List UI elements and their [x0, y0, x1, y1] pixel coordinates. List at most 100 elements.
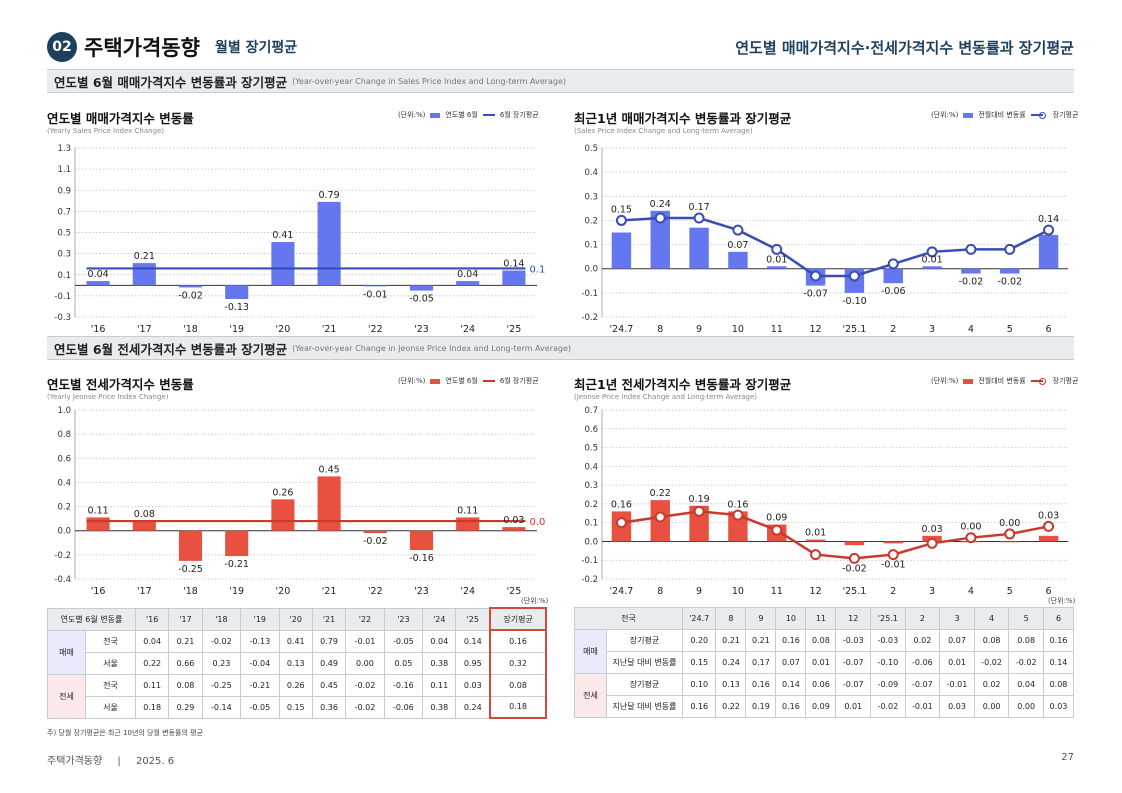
data-label: 0.03 — [503, 515, 524, 526]
x-tick-label: '24.7 — [610, 586, 634, 597]
table-row: 서울 0.18 0.29 -0.14 -0.05 0.15 0.36 -0.02 -0.06 0.… — [48, 695, 547, 719]
table-header-cell: 전국 — [574, 607, 683, 630]
chart-yearly-sales: -0.3 -0.1 0.1 0.3 0.5 0.7 0.9 1.1 1.3 0.16 0.04 0.2… — [54, 144, 545, 335]
chart-subtitle: (Yearly Jeonse Price Index Change) — [47, 393, 169, 401]
data-label: 0.09 — [766, 513, 787, 524]
data-label: 0.26 — [272, 487, 293, 498]
average-point — [1043, 520, 1055, 532]
table-header-cell: 장기평균 — [489, 607, 547, 631]
table-header-cell: 12 — [835, 607, 872, 630]
x-tick-label: 8 — [657, 586, 663, 597]
x-tick-label: '23 — [414, 586, 429, 597]
y-tick-label: 0.4 — [57, 478, 71, 488]
y-tick-label: 0.8 — [57, 430, 71, 440]
data-label: 0.11 — [457, 505, 478, 516]
x-tick-label: 11 — [771, 324, 783, 335]
table-cell: 0.21 — [745, 629, 777, 652]
average-point — [654, 212, 666, 224]
table-row-label: 전국 — [85, 629, 136, 653]
legend-unit: (단위:%) — [931, 111, 959, 119]
bar — [363, 285, 387, 287]
table-row: 서울 0.22 0.66 0.23 -0.04 0.13 0.49 0.00 0.05 0.38 0… — [48, 651, 547, 675]
x-tick-label: '18 — [183, 324, 198, 335]
table-row: 매매 전국 0.04 0.21 -0.02 -0.13 0.41 0.79 -0.01 -0.05… — [47, 629, 547, 675]
table-cell: 0.49 — [311, 651, 347, 675]
table-header-cell: '24.7 — [681, 607, 717, 630]
average-point — [732, 224, 744, 236]
table-header-cell: '24 — [422, 607, 457, 631]
data-label: 0.16 — [727, 499, 748, 510]
table-cell: -0.02 — [1008, 651, 1044, 674]
table-cell: -0.07 — [904, 673, 941, 696]
table-cell: 0.04 — [422, 629, 457, 653]
y-tick-label: 0.6 — [584, 425, 598, 435]
data-label: 0.04 — [457, 269, 478, 280]
average-point — [654, 511, 666, 523]
x-tick-label: '19 — [229, 324, 244, 335]
bar — [178, 530, 203, 561]
table-cell: 0.08 — [168, 673, 203, 697]
table-cell: 0.03 — [1042, 695, 1075, 718]
section-number-badge: 02 — [47, 32, 77, 62]
x-tick-label: 9 — [696, 324, 702, 335]
data-label: -0.01 — [881, 560, 906, 571]
table-cell: -0.05 — [240, 695, 280, 719]
section-title-en: (Year-over-year Change in Jeonse Price I… — [292, 343, 572, 353]
table-cell: 0.23 — [201, 651, 242, 675]
y-tick-label: 1.3 — [57, 144, 71, 154]
table-header-cell: 11 — [805, 607, 837, 630]
table-cell: -0.21 — [240, 673, 280, 697]
legend-swatch — [963, 112, 974, 118]
table-cell: 0.00 — [1008, 695, 1044, 718]
average-point — [848, 552, 860, 564]
average-point — [615, 517, 627, 529]
data-label: 0.14 — [503, 259, 524, 270]
table-cell: 0.79 — [311, 629, 347, 653]
bar — [1000, 541, 1020, 543]
y-tick-label: 0.2 — [584, 216, 598, 226]
bar — [363, 530, 387, 534]
bar — [922, 266, 942, 269]
data-label: -0.02 — [178, 290, 203, 301]
table-cell: 0.02 — [973, 673, 1010, 696]
table-cell: -0.09 — [870, 673, 906, 696]
y-tick-label: 0.0 — [584, 265, 598, 275]
data-label: 0.41 — [272, 230, 293, 241]
average-series-line — [621, 510, 1049, 560]
table-cell: 0.38 — [422, 651, 457, 675]
table-cell: -0.02 — [201, 629, 242, 653]
average-point — [693, 505, 705, 517]
legend-label: 장기평균 — [1052, 377, 1079, 385]
x-tick-label: 12 — [810, 586, 822, 597]
bar — [409, 530, 434, 551]
bar — [1000, 268, 1020, 274]
table-cell: 0.22 — [715, 695, 747, 718]
chart-subtitle: (Sales Price Index Change and Long-term … — [574, 127, 753, 135]
legend-line — [482, 114, 495, 116]
bar — [456, 517, 480, 531]
y-tick-label: 1.0 — [57, 406, 71, 416]
x-tick-label: 8 — [657, 324, 663, 335]
average-series-line — [621, 216, 1050, 278]
x-tick-label: '16 — [91, 324, 106, 335]
data-label: 0.17 — [689, 202, 710, 213]
data-label: 0.01 — [766, 254, 787, 265]
chart-title: 최근1년 전세가격지수 변동률과 장기평균 — [574, 377, 792, 392]
average-label: 0.08 — [529, 517, 545, 528]
table-cell: 0.11 — [134, 673, 170, 697]
average-point — [615, 214, 627, 226]
x-tick-label: 5 — [1007, 324, 1013, 335]
y-tick-label: 0.5 — [584, 144, 598, 154]
x-tick-label: '22 — [368, 586, 383, 597]
bar — [502, 527, 526, 531]
x-tick-label: '25 — [507, 324, 522, 335]
bar — [961, 268, 981, 274]
data-label: 0.03 — [922, 524, 943, 535]
table-cell: -0.02 — [345, 673, 385, 697]
bar — [728, 251, 748, 269]
table-cell: 0.16 — [681, 695, 717, 718]
average-label: 0.16 — [529, 264, 545, 275]
legend-unit: (단위:%) — [398, 377, 426, 385]
y-tick-label: 0.5 — [584, 444, 598, 454]
data-label: 0.03 — [1038, 510, 1059, 521]
